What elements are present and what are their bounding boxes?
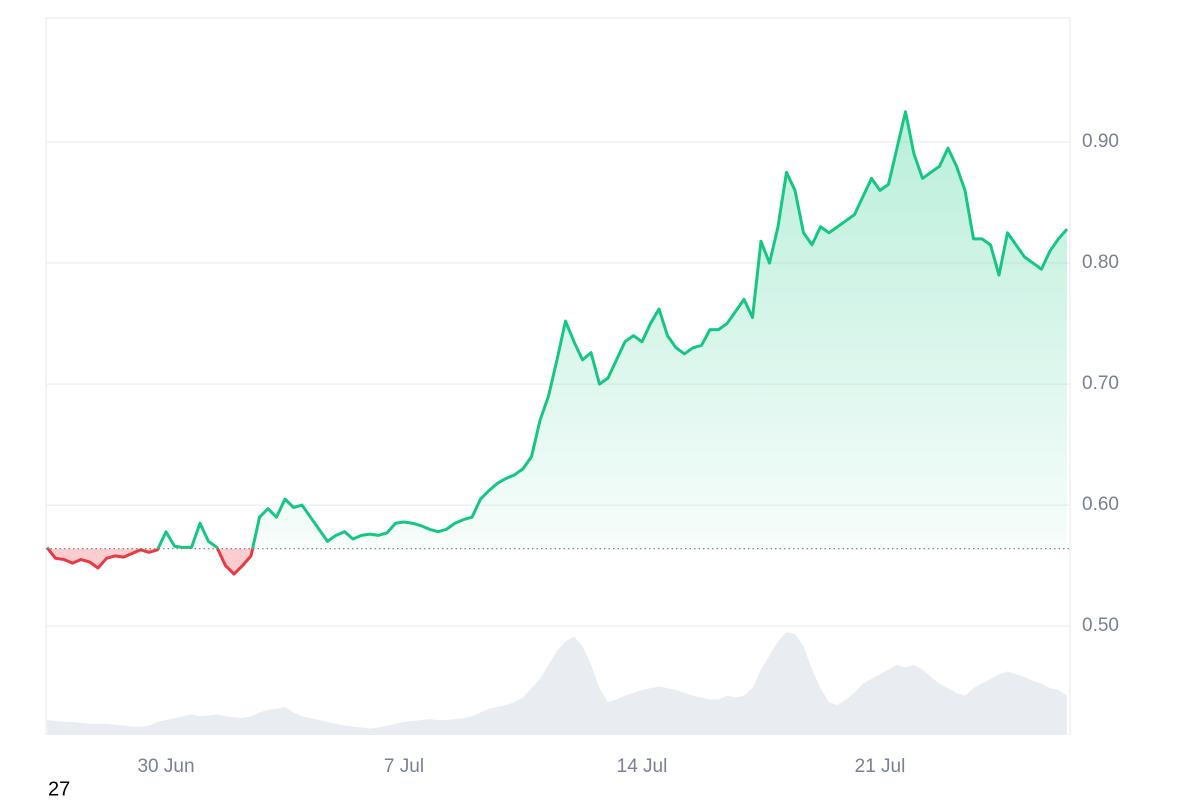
- y-tick-label: 0.70: [1082, 373, 1119, 394]
- x-tick-label: 14 Jul: [617, 756, 668, 777]
- y-tick-label: 0.50: [1082, 615, 1119, 636]
- x-tick-label: 30 Jun: [137, 756, 194, 777]
- annotation: 27: [48, 778, 70, 800]
- x-tick-label: 21 Jul: [855, 756, 906, 777]
- volume-area: [47, 632, 1067, 735]
- y-tick-label: 0.80: [1082, 252, 1119, 273]
- price-line-up: [45, 110, 1069, 549]
- y-tick-label: 0.90: [1082, 131, 1119, 152]
- area-up: [47, 111, 1067, 549]
- x-tick-label: 7 Jul: [384, 756, 424, 777]
- y-tick-label: 0.60: [1082, 494, 1119, 515]
